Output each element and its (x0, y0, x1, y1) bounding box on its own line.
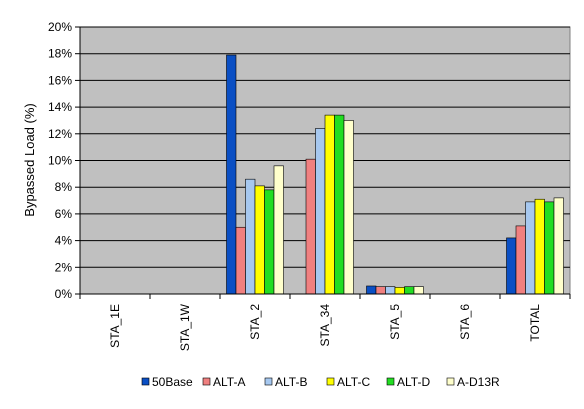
legend-swatch (326, 377, 335, 386)
y-tick-label: 2% (55, 260, 73, 274)
bar-alt-d-sta-34 (334, 114, 345, 295)
bar-a-d13r-sta-5 (413, 286, 424, 295)
legend-swatch (264, 377, 273, 386)
bar-50base-sta-2 (226, 54, 237, 295)
x-tick-label: STA_2 (248, 304, 262, 340)
y-tick-label: 12% (48, 127, 72, 141)
legend-label: A-D13R (457, 375, 500, 389)
y-tick-label: 4% (55, 234, 73, 248)
x-tick-label: STA_5 (388, 304, 402, 340)
bar-50base-total (506, 237, 517, 295)
legend-label: ALT-A (213, 375, 245, 389)
x-tick-label: TOTAL (528, 304, 542, 342)
legend-label: ALT-D (397, 375, 430, 389)
bar-alt-b-sta-5 (385, 286, 396, 295)
legend-swatch (202, 377, 211, 386)
x-tick-label: STA_1W (178, 303, 192, 351)
y-tick-label: 20% (48, 20, 72, 34)
bar-alt-d-sta-2 (264, 189, 275, 295)
y-tick-label: 0% (55, 287, 73, 301)
legend-label: 50Base (152, 375, 193, 389)
legend-swatch (446, 377, 455, 386)
x-tick-label: STA_6 (458, 304, 472, 340)
bar-alt-b-sta-2 (245, 178, 256, 295)
bar-alt-c-sta-5 (394, 287, 405, 295)
bar-alt-d-sta-5 (404, 286, 415, 295)
bar-alt-a-sta-34 (305, 158, 316, 295)
y-tick-label: 14% (48, 100, 72, 114)
bar-alt-c-sta-2 (254, 185, 265, 295)
y-axis-label: Bypassed Load (%) (22, 103, 37, 216)
bar-alt-c-sta-34 (324, 114, 335, 295)
x-tick-label: STA_34 (318, 304, 332, 347)
y-tick-label: 6% (55, 207, 73, 221)
bar-alt-a-total (515, 225, 526, 295)
y-tick-label: 18% (48, 47, 72, 61)
legend-label: ALT-C (337, 375, 370, 389)
bar-alt-d-total (544, 201, 555, 295)
bar-alt-a-sta-5 (375, 286, 386, 295)
legend-swatch (386, 377, 395, 386)
legend-swatch (141, 377, 150, 386)
bar-a-d13r-total (553, 197, 564, 295)
bar-50base-sta-5 (366, 285, 377, 295)
y-tick-label: 8% (55, 180, 73, 194)
bar-alt-b-sta-34 (315, 128, 326, 295)
legend-label: ALT-B (275, 375, 307, 389)
bar-a-d13r-sta-2 (273, 165, 284, 295)
y-tick-label: 16% (48, 73, 72, 87)
bar-alt-a-sta-2 (235, 226, 246, 295)
bar-a-d13r-sta-34 (343, 120, 354, 295)
x-tick-label: STA_1E (108, 304, 122, 348)
bar-alt-c-total (534, 198, 545, 295)
y-tick-label: 10% (48, 154, 72, 168)
bar-alt-b-total (525, 201, 536, 295)
